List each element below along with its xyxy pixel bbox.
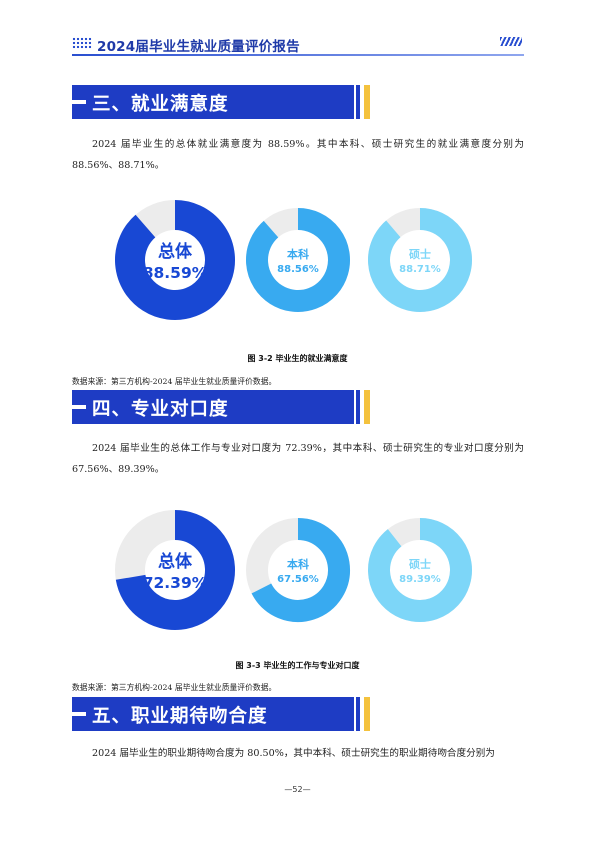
section-heading: 三、就业满意度 <box>92 94 229 115</box>
donut-value-label: 88.71% <box>399 264 441 275</box>
donut-category-label: 本科 <box>287 247 309 261</box>
donut-value-label: 88.56% <box>277 264 319 275</box>
donut-value-label: 67.56% <box>277 574 319 585</box>
donut-0: 总体 88.59% <box>115 200 235 320</box>
data-source-note: 数据来源：第三方机构-2024 届毕业生就业质量评价数据。 <box>72 683 277 692</box>
donut-arc-0 <box>115 200 235 320</box>
donut-category-label: 总体 <box>158 551 193 572</box>
donut-arc-2 <box>368 208 472 312</box>
section-heading: 四、专业对口度 <box>92 399 229 420</box>
donut-value-label: 89.39% <box>399 574 441 585</box>
donut-arc-1 <box>251 518 350 622</box>
donut-2: 硕士 88.71% <box>368 208 472 312</box>
donut-category-label: 总体 <box>158 241 193 262</box>
header-slash-decoration <box>500 37 522 46</box>
section-banner-major-match: 四、专业对口度 <box>72 390 372 424</box>
donut-category-label: 硕士 <box>409 247 431 261</box>
donut-2: 硕士 89.39% <box>368 518 472 622</box>
section-heading: 五、职业期待吻合度 <box>92 706 268 727</box>
header-rule <box>72 54 524 56</box>
donut-arc-0 <box>115 510 235 630</box>
section-paragraph: 2024 届毕业生的总体就业满意度为 88.59%。其中本科、硕士研究生的就业满… <box>72 139 524 171</box>
donut-category-label: 本科 <box>287 557 309 571</box>
page-number: —52— <box>284 785 311 794</box>
section-paragraph: 2024 届毕业生的总体工作与专业对口度为 72.39%，其中本科、硕士研究生的… <box>72 443 524 475</box>
donut-1: 本科 67.56% <box>246 518 350 622</box>
figure-caption: 图 3-3 毕业生的工作与专业对口度 <box>235 661 360 670</box>
figure-caption: 图 3-2 毕业生的就业满意度 <box>247 354 348 363</box>
donut-arc-1 <box>246 208 350 312</box>
donut-arc-2 <box>368 518 472 622</box>
donut-0: 总体 72.39% <box>115 510 235 630</box>
donut-1: 本科 88.56% <box>246 208 350 312</box>
donut-category-label: 硕士 <box>409 557 431 571</box>
header-dots-decoration <box>72 37 92 49</box>
donut-value-label: 72.39% <box>143 574 208 592</box>
data-source-note: 数据来源：第三方机构-2024 届毕业生就业质量评价数据。 <box>72 377 277 386</box>
section-paragraph: 2024 届毕业生的职业期待吻合度为 80.50%，其中本科、硕士研究生的职业期… <box>92 748 495 759</box>
section-banner-satisfaction: 三、就业满意度 <box>72 85 372 119</box>
donut-value-label: 88.59% <box>143 264 208 282</box>
report-title: 2024届毕业生就业质量评价报告 <box>97 39 300 55</box>
donut-chart-satisfaction: 总体 88.59% 本科 88.56% 硕士 88.71% <box>115 200 472 320</box>
section-banner-career-expectation: 五、职业期待吻合度 <box>72 697 372 731</box>
donut-chart-major-match: 总体 72.39% 本科 67.56% 硕士 89.39% <box>115 510 472 630</box>
